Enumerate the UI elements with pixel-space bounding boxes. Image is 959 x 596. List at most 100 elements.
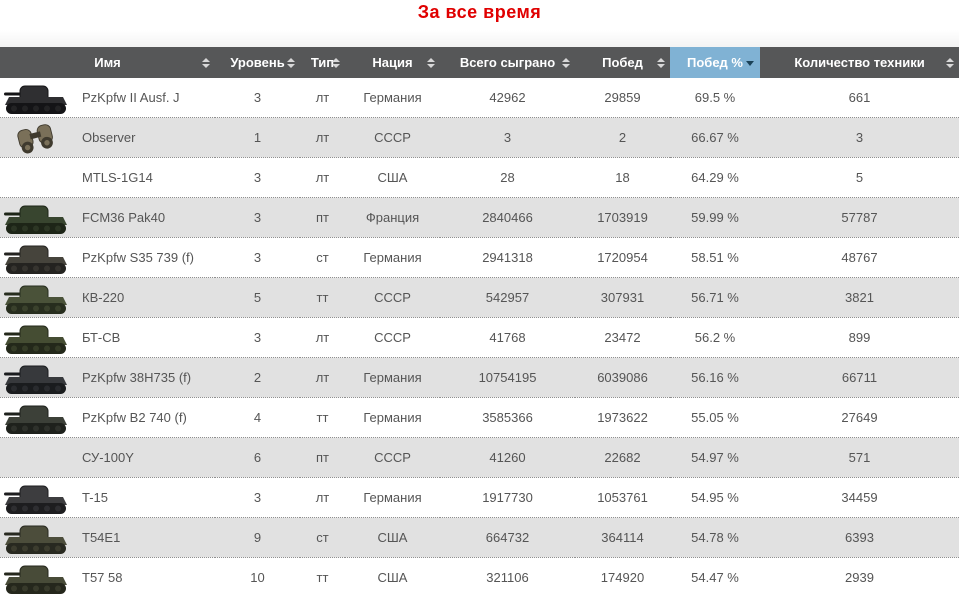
column-label: Тип — [310, 55, 335, 70]
cell-type: пт — [300, 197, 345, 238]
column-header-played[interactable]: Всего сыграно — [440, 47, 575, 78]
cell-nation: Германия — [345, 477, 440, 518]
vehicle-name: БТ-СВ — [82, 330, 121, 345]
cell-played: 10754195 — [440, 357, 575, 398]
table-row: FCM36 Pak40 3 пт Франция 2840466 1703919 59.99… — [0, 197, 959, 238]
tank-icon — [4, 205, 67, 234]
cell-winrate: 66.67 % — [670, 117, 760, 158]
cell-wins: 307931 — [575, 277, 670, 318]
cell-winrate: 56.16 % — [670, 357, 760, 398]
cell-level: 3 — [215, 78, 300, 118]
cell-level: 6 — [215, 437, 300, 478]
vehicle-name: PzKpfw S35 739 (f) — [82, 250, 194, 265]
cell-played: 41260 — [440, 437, 575, 478]
cell-type: лт — [300, 157, 345, 198]
cell-type: ст — [300, 517, 345, 558]
table-row: T57 58 10 тт США 321106 174920 54.47 % 2939 — [0, 557, 959, 596]
cell-nation: США — [345, 157, 440, 198]
binoculars-icon — [17, 123, 53, 153]
cell-name: КВ-220 — [0, 277, 215, 318]
cell-nation: Германия — [345, 397, 440, 438]
cell-name: PzKpfw II Ausf. J — [0, 78, 215, 118]
column-label: Количество техники — [794, 55, 925, 70]
table-row: PzKpfw B2 740 (f) 4 тт Германия 3585366 19736… — [0, 397, 959, 438]
cell-count: 3821 — [760, 277, 959, 318]
cell-nation: СССР — [345, 437, 440, 478]
column-header-wins[interactable]: Побед — [575, 47, 670, 78]
cell-level: 9 — [215, 517, 300, 558]
vehicle-name: Observer — [82, 130, 136, 145]
column-header-nation[interactable]: Нация — [345, 47, 440, 78]
cell-wins: 1973622 — [575, 397, 670, 438]
vehicle-name: PzKpfw II Ausf. J — [82, 90, 180, 105]
table-row: PzKpfw S35 739 (f) 3 ст Германия 2941318 1720… — [0, 237, 959, 278]
page-title: За все время — [417, 2, 542, 22]
sort-desc-icon — [746, 60, 754, 66]
vehicle-name: КВ-220 — [82, 290, 125, 305]
column-header-level[interactable]: Уровень — [215, 47, 300, 78]
cell-type: ст — [300, 237, 345, 278]
vehicle-name: PzKpfw B2 740 (f) — [82, 410, 187, 425]
sort-toggle-icon — [657, 57, 665, 68]
vehicle-icon-empty — [0, 439, 72, 477]
cell-wins: 1703919 — [575, 197, 670, 238]
table-row: MTLS-1G14 3 лт США 28 18 64.29 % 5 — [0, 157, 959, 198]
cell-level: 3 — [215, 317, 300, 358]
cell-name: PzKpfw B2 740 (f) — [0, 397, 215, 438]
cell-played: 1917730 — [440, 477, 575, 518]
cell-type: тт — [300, 277, 345, 318]
tank-icon — [4, 245, 67, 274]
cell-type: лт — [300, 78, 345, 118]
column-header-name[interactable]: Имя — [0, 47, 215, 78]
column-header-type[interactable]: Тип — [300, 47, 345, 78]
cell-type: тт — [300, 557, 345, 596]
cell-nation: Германия — [345, 237, 440, 278]
cell-level: 2 — [215, 357, 300, 398]
column-header-winrate[interactable]: Побед % — [670, 47, 760, 78]
cell-played: 28 — [440, 157, 575, 198]
cell-level: 4 — [215, 397, 300, 438]
table-row: PzKpfw II Ausf. J 3 лт Германия 42962 29859 69… — [0, 78, 959, 118]
cell-type: лт — [300, 477, 345, 518]
cell-nation: СССР — [345, 277, 440, 318]
vehicle-icon-box — [0, 199, 72, 237]
cell-name: T54E1 — [0, 517, 215, 558]
vehicle: MTLS-1G14 — [0, 159, 215, 197]
cell-count: 2939 — [760, 557, 959, 596]
vehicle: PzKpfw II Ausf. J — [0, 79, 215, 117]
cell-level: 3 — [215, 197, 300, 238]
cell-played: 664732 — [440, 517, 575, 558]
tank-icon — [4, 285, 67, 314]
cell-count: 34459 — [760, 477, 959, 518]
vehicle: PzKpfw 38H735 (f) — [0, 359, 215, 397]
column-label: Имя — [94, 55, 121, 70]
vehicle: Observer — [0, 119, 215, 157]
vehicle: T57 58 — [0, 559, 215, 596]
cell-nation: США — [345, 517, 440, 558]
cell-winrate: 64.29 % — [670, 157, 760, 198]
tank-icon — [4, 405, 67, 434]
tank-icon — [4, 85, 67, 114]
tank-icon — [4, 565, 67, 594]
column-header-count[interactable]: Количество техники — [760, 47, 959, 78]
header-row: Имя Уровень Тип Нация Всего сыграно Побед Побе… — [0, 47, 959, 78]
table-row: Observer 1 лт СССР 3 2 66.67 % 3 — [0, 117, 959, 158]
vehicle-icon-box — [0, 399, 72, 437]
cell-played: 321106 — [440, 557, 575, 596]
cell-count: 27649 — [760, 397, 959, 438]
vehicle: БТ-СВ — [0, 319, 215, 357]
vehicle-icon-box — [0, 559, 72, 596]
tank-icon — [4, 485, 67, 514]
cell-winrate: 56.2 % — [670, 317, 760, 358]
vehicle-name: FCM36 Pak40 — [82, 210, 166, 225]
cell-nation: СССР — [345, 317, 440, 358]
sort-toggle-icon — [562, 57, 570, 68]
cell-nation: Франция — [345, 197, 440, 238]
cell-count: 3 — [760, 117, 959, 158]
cell-count: 5 — [760, 157, 959, 198]
sort-toggle-icon — [946, 57, 954, 68]
table-body: PzKpfw II Ausf. J 3 лт Германия 42962 29859 69… — [0, 78, 959, 596]
vehicle-name: СУ-100Y — [82, 450, 134, 465]
cell-count: 66711 — [760, 357, 959, 398]
vehicle-icon-box — [0, 319, 72, 357]
